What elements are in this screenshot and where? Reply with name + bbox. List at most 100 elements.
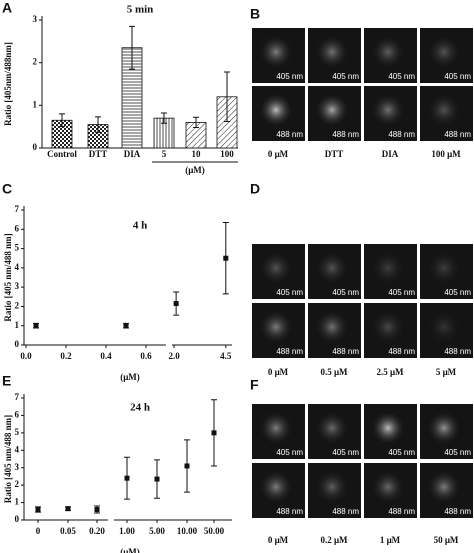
channel-label: 488 nm [388, 507, 415, 516]
channel-label: 405 nm [276, 448, 303, 457]
column-label: 2.5 μM [376, 367, 404, 377]
x-axis-label: (μM) [120, 547, 140, 553]
y-axis-label: Ratio [405 nm/488 nm] [3, 233, 13, 321]
channel-label: 488 nm [388, 347, 415, 356]
channel-label: 405 nm [444, 448, 471, 457]
channel-label: 488 nm [388, 130, 415, 139]
point [173, 301, 179, 307]
cell-glow [428, 471, 460, 503]
column-label: 50 μM [434, 535, 459, 545]
y-tick-label: 2 [33, 57, 38, 67]
x-tick-label: 0.20 [89, 526, 105, 536]
x-tick-label: 0.6 [140, 351, 152, 361]
error-bar [161, 112, 167, 124]
channel-label: 405 nm [444, 288, 471, 297]
x-tick-label: 0.05 [60, 526, 76, 536]
channel-label: 405 nm [444, 72, 471, 81]
point [94, 507, 100, 513]
y-tick-label: 6 [15, 223, 20, 233]
group-label: (μM) [185, 165, 205, 175]
channel-label: 488 nm [332, 507, 359, 516]
x-tick-label: 2.0 [168, 351, 180, 361]
column-label: 0 μM [268, 535, 289, 545]
cell-glow [316, 252, 348, 284]
channel-label: 488 nm [444, 347, 471, 356]
x-tick-label: Control [47, 149, 77, 159]
column-label: DTT [325, 149, 344, 159]
cell-glow [260, 311, 292, 343]
cell-glow [372, 311, 404, 343]
y-tick-label: 4 [15, 262, 20, 272]
y-tick-label: 6 [15, 409, 20, 419]
y-tick-label: 4 [15, 444, 20, 454]
cell-glow [428, 94, 460, 126]
channel-label: 405 nm [332, 288, 359, 297]
y-tick-label: 0 [15, 339, 20, 349]
cell-glow [260, 471, 292, 503]
cell-glow [260, 94, 292, 126]
cell-glow [428, 412, 460, 444]
channel-label: 488 nm [276, 130, 303, 139]
y-tick-label: 2 [15, 479, 20, 489]
y-axis-label: Ratio [405nm/488nm] [3, 42, 13, 126]
y-tick-label: 0 [33, 142, 38, 152]
column-label: 5 μM [436, 367, 457, 377]
y-tick-label: 1 [33, 99, 38, 109]
chart-title: 4 h [133, 220, 147, 232]
point [184, 463, 190, 469]
x-tick-label: 0.0 [20, 351, 32, 361]
point [123, 323, 129, 329]
point [35, 507, 41, 513]
column-label: 1 μM [380, 535, 401, 545]
channel-label: 405 nm [388, 288, 415, 297]
y-axis-label: Ratio [405 nm/488 nm] [3, 415, 13, 503]
error-bar [193, 116, 199, 129]
y-tick-label: 2 [15, 300, 20, 310]
column-label: DIA [382, 149, 399, 159]
channel-label: 405 nm [276, 288, 303, 297]
x-tick-label: 5 [162, 149, 167, 159]
error-bar [129, 25, 135, 70]
x-axis-label: (μM) [120, 372, 140, 382]
panel-letter: A [2, 0, 12, 16]
y-tick-label: 1 [15, 497, 20, 507]
y-tick-label: 5 [15, 243, 20, 253]
point [154, 476, 160, 482]
cell-glow [372, 412, 404, 444]
y-tick-label: 3 [15, 281, 20, 291]
column-label: 0 μM [268, 149, 289, 159]
y-tick-label: 7 [15, 204, 20, 214]
column-label: 0 μM [268, 367, 289, 377]
point [223, 255, 229, 261]
x-tick-label: 10.00 [177, 526, 198, 536]
column-label: 0.2 μM [320, 535, 348, 545]
y-tick-label: 0 [15, 514, 20, 524]
channel-label: 405 nm [332, 72, 359, 81]
chart-title: 5 min [127, 4, 154, 16]
y-tick-label: 3 [33, 14, 38, 24]
cell-glow [316, 412, 348, 444]
channel-label: 488 nm [276, 507, 303, 516]
column-label: 100 μM [431, 149, 461, 159]
x-tick-label: 100 [220, 149, 234, 159]
y-tick-label: 7 [15, 392, 20, 402]
x-tick-label: DIA [124, 149, 141, 159]
cell-glow [428, 252, 460, 284]
point [33, 323, 39, 329]
column-label: 0.5 μM [320, 367, 348, 377]
x-tick-label: 0.4 [100, 351, 112, 361]
channel-label: 488 nm [332, 347, 359, 356]
cell-glow [316, 94, 348, 126]
panel-letter: F [250, 377, 259, 393]
channel-label: 488 nm [444, 130, 471, 139]
cell-glow [372, 36, 404, 68]
x-tick-label: 50.00 [204, 526, 225, 536]
cell-glow [372, 94, 404, 126]
cell-glow [316, 471, 348, 503]
panel-letter: C [2, 181, 12, 197]
y-tick-label: 3 [15, 462, 20, 472]
x-tick-label: 0.2 [60, 351, 72, 361]
cell-glow [260, 36, 292, 68]
cell-glow [316, 36, 348, 68]
cell-glow [372, 252, 404, 284]
